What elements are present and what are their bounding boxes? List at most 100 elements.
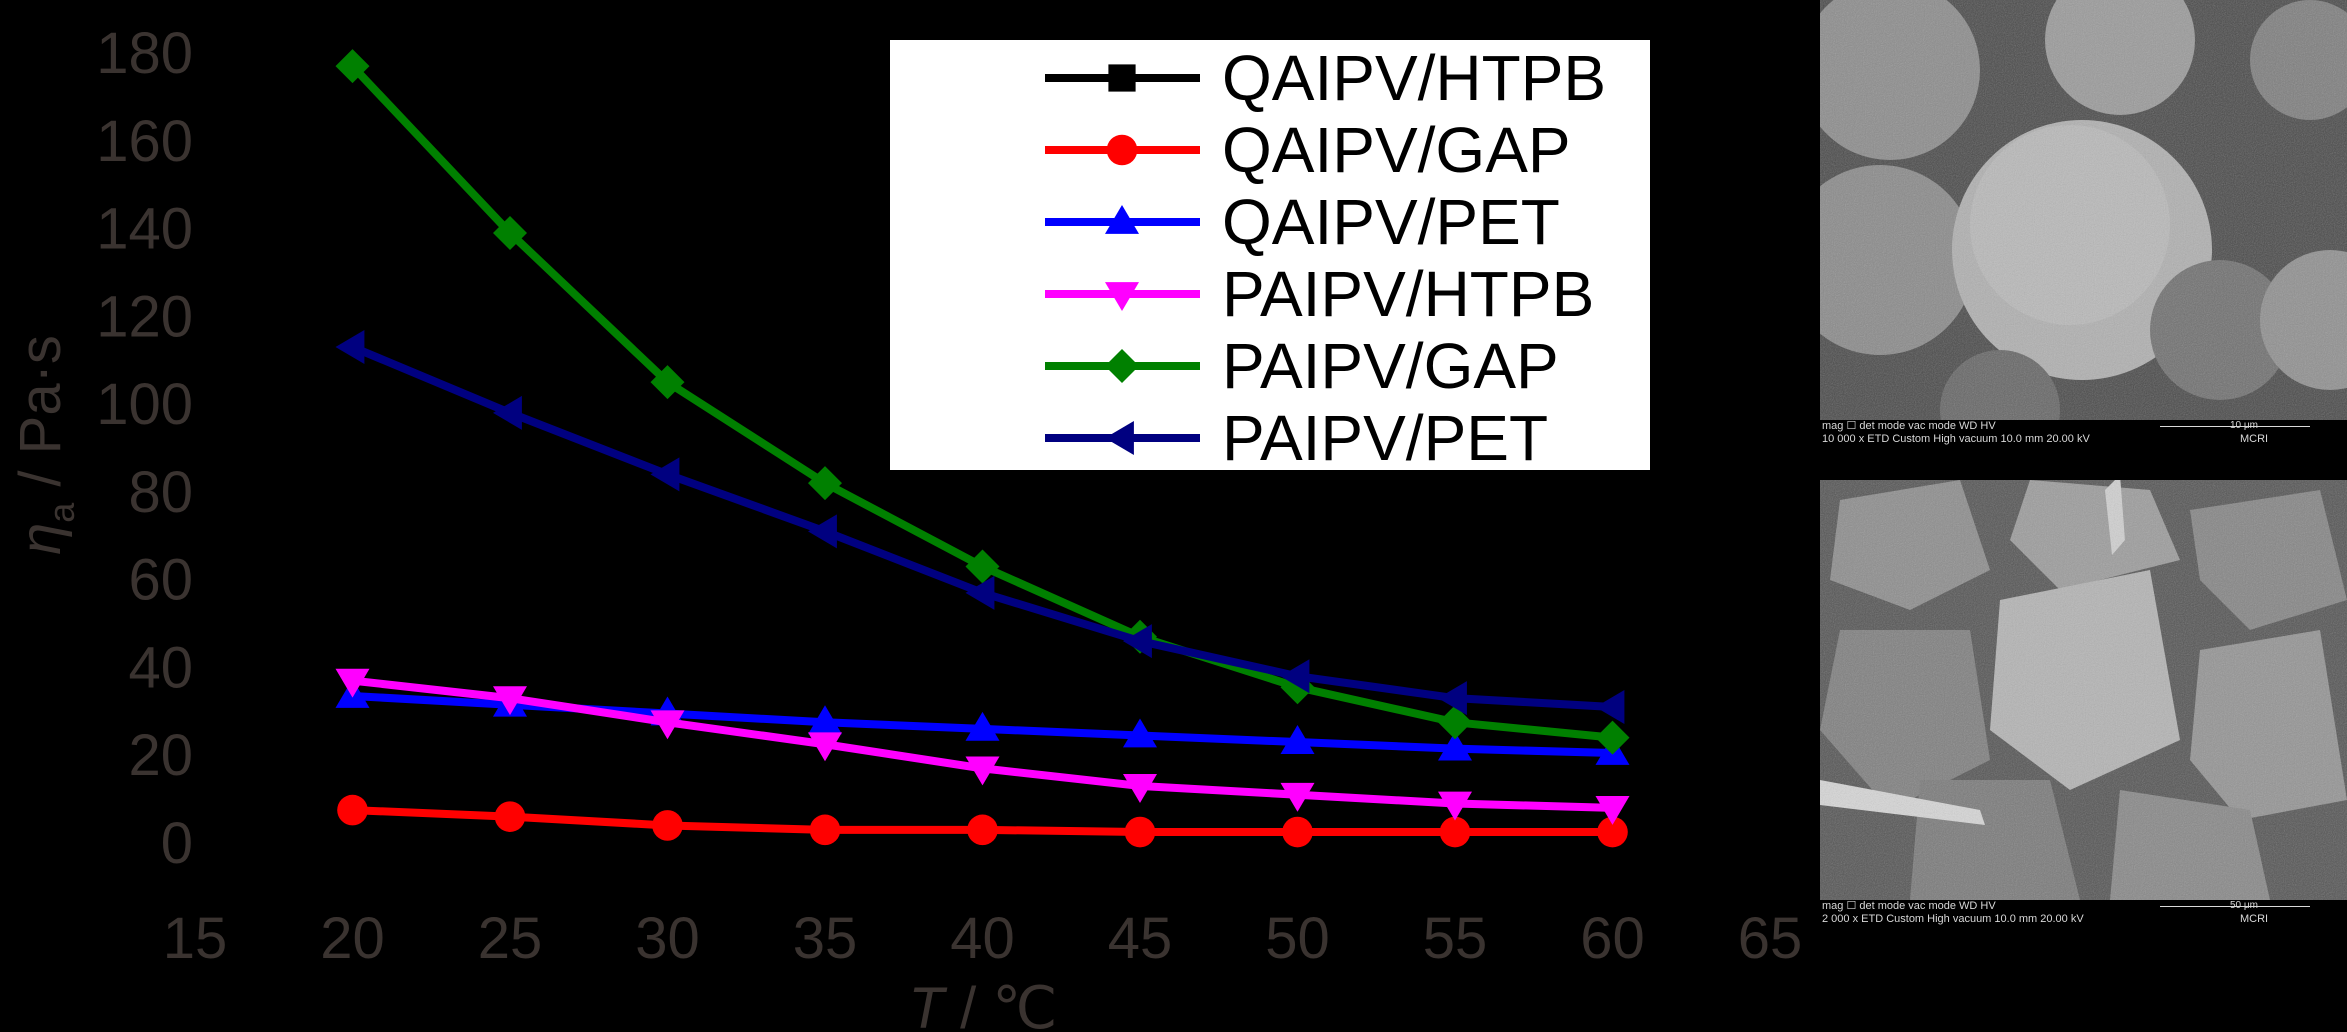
legend-item: QAIPV/PET <box>1045 186 1560 258</box>
data-point <box>493 395 522 430</box>
series-qaipv-gap <box>337 794 1628 848</box>
data-point <box>965 575 995 610</box>
data-point <box>335 330 365 365</box>
scale-bar-label: 10 μm <box>2230 420 2258 431</box>
legend-box <box>890 40 1650 470</box>
legend-item: QAIPV/HTPB <box>1045 42 1606 114</box>
lab-label: MCRI <box>2240 913 2269 925</box>
series-layer <box>335 49 1630 848</box>
y-tick-label: 0 <box>161 811 193 876</box>
data-point <box>808 732 842 762</box>
data-point <box>1438 791 1472 821</box>
data-point <box>1595 795 1630 825</box>
sem-info-row1: mag ☐ det mode vac mode WD HV <box>1822 420 1996 432</box>
legend-label: QAIPV/PET <box>1222 186 1560 258</box>
scale-bar <box>2160 426 2310 427</box>
data-point <box>650 710 685 740</box>
legend-marker <box>1105 421 1134 455</box>
legend-marker <box>1105 349 1139 383</box>
x-tick-label: 40 <box>950 906 1015 971</box>
x-tick-label: 60 <box>1580 906 1645 971</box>
data-point <box>493 686 527 716</box>
data-point <box>335 668 370 698</box>
data-point <box>494 801 526 832</box>
data-point <box>1438 731 1472 761</box>
legend-marker <box>1108 64 1136 92</box>
data-point <box>1123 774 1157 803</box>
lab-label: MCRI <box>2240 433 2269 445</box>
data-point <box>493 215 527 250</box>
data-point <box>808 466 842 501</box>
y-tick-label: 40 <box>128 635 193 700</box>
data-point <box>1280 725 1315 754</box>
data-point <box>650 365 685 400</box>
data-point <box>1123 624 1152 659</box>
data-point <box>1280 659 1310 694</box>
legend-item: PAIPV/GAP <box>1045 330 1559 402</box>
x-axis-title: T / ℃ <box>909 976 1058 1032</box>
x-tick-label: 30 <box>635 906 700 971</box>
data-point <box>650 457 680 492</box>
data-point <box>1439 816 1471 848</box>
data-point <box>337 794 368 826</box>
sem-image-2: mag ☐ det mode vac mode WD HV 2 000 x ET… <box>1820 480 2347 930</box>
data-point <box>808 514 837 549</box>
x-tick-label: 25 <box>478 906 543 971</box>
y-tick-label: 140 <box>96 197 193 262</box>
data-point <box>1595 720 1630 755</box>
data-point <box>1282 816 1313 848</box>
y-tick-label: 120 <box>96 284 193 349</box>
scale-bar-label: 50 μm <box>2230 900 2258 911</box>
y-tick-label: 20 <box>128 723 193 788</box>
y-tick-label: 60 <box>128 548 193 613</box>
data-point <box>1280 782 1315 812</box>
legend-marker <box>1105 282 1139 311</box>
sem-info-row2: 10 000 x ETD Custom High vacuum 10.0 mm … <box>1822 433 2090 445</box>
sem-image-1: mag ☐ det mode vac mode WD HV 10 000 x E… <box>1820 0 2347 450</box>
y-tick-label: 180 <box>96 21 193 86</box>
data-point <box>1595 689 1625 724</box>
legend-marker <box>1105 205 1139 234</box>
y-axis-title: ηa / Pa·s <box>8 335 82 555</box>
data-point <box>965 549 1000 584</box>
x-axis-var: T <box>909 976 948 1032</box>
series-paipv-htpb <box>335 668 1630 825</box>
y-axis-var: η <box>8 523 73 555</box>
x-tick-label: 15 <box>163 906 228 971</box>
data-point <box>1438 681 1467 716</box>
y-axis-sub: a <box>41 502 82 523</box>
data-point <box>965 711 1000 741</box>
data-point <box>967 814 998 846</box>
legend-item: PAIPV/HTPB <box>1045 258 1594 330</box>
x-tick-label: 55 <box>1423 906 1488 971</box>
data-point <box>1597 816 1628 848</box>
data-point <box>652 810 683 841</box>
legend: QAIPV/HTPBQAIPV/GAPQAIPV/PETPAIPV/HTPBPA… <box>890 40 1650 474</box>
sem-info-bar-1: mag ☐ det mode vac mode WD HV 10 000 x E… <box>1820 420 2347 446</box>
sem-micrograph-spheres <box>1820 0 2347 420</box>
data-point <box>808 705 842 735</box>
x-axis-unit: / ℃ <box>944 976 1057 1032</box>
data-point <box>1124 816 1156 848</box>
data-point <box>1123 718 1157 748</box>
sem-info-row1: mag ☐ det mode vac mode WD HV <box>1822 900 1996 912</box>
series-paipv-pet <box>335 330 1625 724</box>
legend-item: QAIPV/GAP <box>1045 114 1571 186</box>
legend-item: PAIPV/PET <box>1045 402 1548 474</box>
data-point <box>965 756 1000 786</box>
legend-label: PAIPV/GAP <box>1222 330 1559 402</box>
data-point <box>809 814 841 846</box>
x-tick-label: 45 <box>1108 906 1173 971</box>
legend-label: QAIPV/HTPB <box>1222 42 1606 114</box>
y-tick-labels: 0 20 40 60 80 100 120 140 160 180 <box>96 21 193 876</box>
legend-marker <box>1106 134 1138 166</box>
legend-label: QAIPV/GAP <box>1222 114 1571 186</box>
data-point <box>1438 705 1472 740</box>
x-tick-label: 65 <box>1738 906 1803 971</box>
x-tick-label: 50 <box>1265 906 1330 971</box>
y-tick-label: 100 <box>96 372 193 437</box>
viscosity-chart: 15 20 25 30 35 40 45 50 55 60 65 0 20 40 60 80 100 120 14… <box>8 21 1803 1032</box>
sem-info-row2: 2 000 x ETD Custom High vacuum 10.0 mm 2… <box>1822 913 2084 925</box>
sem-micrograph-flakes <box>1820 480 2347 900</box>
y-axis-unit: / Pa·s <box>8 335 73 503</box>
